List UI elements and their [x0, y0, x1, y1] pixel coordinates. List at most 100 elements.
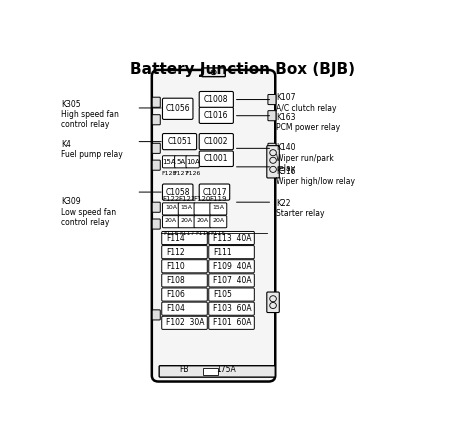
FancyBboxPatch shape — [162, 288, 207, 301]
Text: 20A: 20A — [196, 218, 209, 223]
FancyBboxPatch shape — [209, 302, 255, 315]
FancyBboxPatch shape — [268, 94, 276, 104]
FancyBboxPatch shape — [162, 316, 207, 329]
Text: F111: F111 — [213, 248, 231, 257]
Text: F102  30A: F102 30A — [166, 318, 204, 327]
Text: F108: F108 — [166, 276, 184, 285]
FancyBboxPatch shape — [209, 232, 255, 245]
Text: 20A: 20A — [181, 218, 193, 223]
FancyBboxPatch shape — [152, 202, 160, 212]
FancyBboxPatch shape — [268, 111, 276, 121]
Text: K107
A/C clutch relay: K107 A/C clutch relay — [276, 94, 337, 113]
Text: C1008: C1008 — [204, 95, 228, 104]
FancyBboxPatch shape — [267, 292, 279, 312]
Text: F128: F128 — [162, 171, 177, 176]
FancyBboxPatch shape — [209, 246, 255, 259]
FancyBboxPatch shape — [174, 156, 187, 168]
Text: F117: F117 — [179, 231, 194, 236]
FancyBboxPatch shape — [163, 156, 176, 168]
Text: K4
Fuel pump relay: K4 Fuel pump relay — [61, 140, 123, 160]
FancyBboxPatch shape — [210, 203, 227, 215]
FancyBboxPatch shape — [194, 203, 211, 215]
FancyBboxPatch shape — [268, 143, 276, 153]
Text: 15A: 15A — [181, 205, 193, 210]
FancyBboxPatch shape — [202, 68, 225, 76]
FancyBboxPatch shape — [152, 310, 160, 320]
Text: F122: F122 — [162, 196, 180, 202]
Text: 15A: 15A — [212, 205, 224, 210]
Text: F126: F126 — [185, 171, 201, 176]
Text: 20A: 20A — [212, 218, 224, 223]
Text: F101  60A: F101 60A — [213, 318, 251, 327]
Text: 5A: 5A — [176, 159, 185, 165]
FancyBboxPatch shape — [210, 215, 227, 228]
Text: F104: F104 — [166, 304, 185, 313]
FancyBboxPatch shape — [194, 215, 211, 228]
Text: K309
Low speed fan
control relay: K309 Low speed fan control relay — [61, 197, 116, 227]
Text: F106: F106 — [166, 290, 185, 299]
Text: F114: F114 — [166, 233, 184, 243]
FancyBboxPatch shape — [199, 91, 233, 108]
FancyBboxPatch shape — [163, 98, 193, 119]
FancyBboxPatch shape — [152, 143, 160, 153]
Text: F107  40A: F107 40A — [213, 276, 251, 285]
Text: 15A: 15A — [162, 159, 176, 165]
Text: Battery Junction Box (BJB): Battery Junction Box (BJB) — [130, 62, 356, 77]
FancyBboxPatch shape — [178, 203, 195, 215]
FancyBboxPatch shape — [268, 160, 276, 170]
Text: F113  40A: F113 40A — [213, 233, 251, 243]
Text: 20A: 20A — [165, 218, 177, 223]
Text: F109  40A: F109 40A — [213, 262, 251, 271]
FancyBboxPatch shape — [152, 114, 160, 125]
Text: F127: F127 — [173, 171, 189, 176]
Text: F115: F115 — [210, 231, 226, 236]
Text: C1016: C1016 — [204, 111, 228, 120]
Text: C1017: C1017 — [202, 187, 227, 197]
FancyBboxPatch shape — [162, 246, 207, 259]
Text: K316
Wiper high/low relay: K316 Wiper high/low relay — [276, 167, 355, 186]
Text: 10A: 10A — [186, 159, 200, 165]
FancyBboxPatch shape — [199, 134, 233, 150]
Text: C1001: C1001 — [204, 154, 228, 163]
FancyBboxPatch shape — [162, 260, 207, 273]
FancyBboxPatch shape — [186, 156, 199, 168]
FancyBboxPatch shape — [209, 288, 255, 301]
Text: F110: F110 — [166, 262, 184, 271]
FancyBboxPatch shape — [152, 219, 160, 229]
FancyBboxPatch shape — [199, 108, 233, 123]
Text: F112: F112 — [166, 248, 184, 257]
FancyBboxPatch shape — [159, 366, 275, 377]
Text: F105: F105 — [213, 290, 232, 299]
Text: C1002: C1002 — [204, 137, 228, 146]
Text: K305
High speed fan
control relay: K305 High speed fan control relay — [61, 100, 119, 129]
FancyBboxPatch shape — [152, 160, 160, 170]
FancyBboxPatch shape — [199, 151, 233, 166]
FancyBboxPatch shape — [163, 134, 197, 150]
FancyBboxPatch shape — [203, 368, 218, 375]
Text: F120: F120 — [194, 196, 211, 202]
FancyBboxPatch shape — [162, 232, 207, 245]
Text: K22
Starter relay: K22 Starter relay — [276, 199, 325, 218]
FancyBboxPatch shape — [152, 70, 275, 382]
FancyBboxPatch shape — [178, 215, 195, 228]
Text: F121: F121 — [178, 196, 195, 202]
FancyBboxPatch shape — [163, 203, 179, 215]
Text: 10A: 10A — [165, 205, 177, 210]
Text: C1056: C1056 — [165, 104, 190, 113]
FancyBboxPatch shape — [152, 97, 160, 108]
Text: F118: F118 — [164, 231, 179, 236]
Text: K140
Wiper run/park
relay: K140 Wiper run/park relay — [276, 143, 334, 173]
FancyBboxPatch shape — [267, 146, 279, 178]
Text: K163
PCM power relay: K163 PCM power relay — [276, 113, 340, 132]
FancyBboxPatch shape — [163, 215, 179, 228]
Text: F116: F116 — [195, 231, 210, 236]
FancyBboxPatch shape — [209, 260, 255, 273]
FancyBboxPatch shape — [209, 316, 255, 329]
Text: F119: F119 — [210, 196, 227, 202]
Text: 175A: 175A — [217, 365, 236, 374]
Text: C1058: C1058 — [165, 187, 190, 197]
FancyBboxPatch shape — [162, 302, 207, 315]
Text: C1051: C1051 — [167, 137, 192, 146]
FancyBboxPatch shape — [209, 274, 255, 287]
Text: FB: FB — [179, 365, 189, 374]
